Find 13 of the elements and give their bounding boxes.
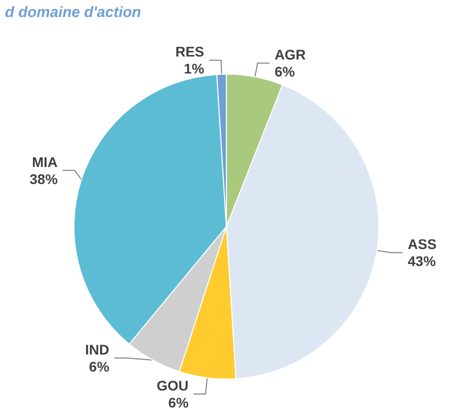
data-label: 1% [184,60,205,77]
slice-label: MIA [32,154,58,170]
slice-label: IND [85,342,110,358]
slice-label: GOU [156,378,189,394]
data-label: 6% [89,358,110,374]
slice-label: RES [175,44,204,60]
data-label: 38% [30,170,58,187]
data-label: 6% [274,64,296,80]
data-label: 6% [168,394,190,410]
chart-title: d domaine d'action [5,4,142,21]
slice-label: ASS [408,236,437,252]
data-label: 43% [408,253,436,270]
slice-label: AGR [274,46,306,63]
